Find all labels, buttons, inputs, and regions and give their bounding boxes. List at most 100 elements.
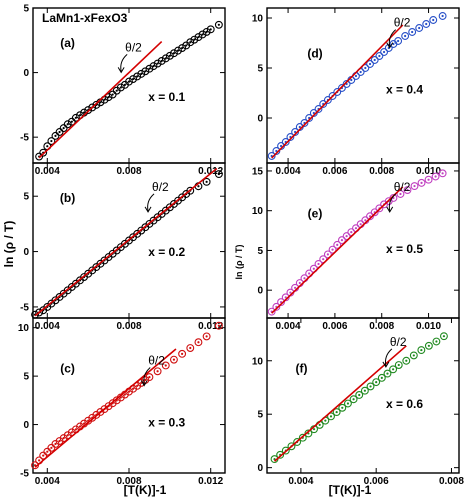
data-point-center	[273, 458, 276, 461]
x-tick-label: 0.004	[288, 476, 313, 487]
fit-line	[271, 186, 404, 314]
data-point	[276, 450, 285, 459]
data-point	[39, 148, 48, 157]
chart-panel: 0.004 0.008 0.012 -5 0 5 θ/2 (a) x = 0.1	[20, 4, 226, 177]
data-point-center	[397, 363, 400, 367]
chart-panel: 0.004 0.008 0.012 -5 0 5 θ/2 (b) x = 0.2	[20, 162, 226, 332]
data-point	[149, 62, 158, 71]
data-point	[424, 175, 433, 184]
data-point	[298, 433, 307, 442]
data-point	[355, 391, 364, 399]
data-point	[394, 361, 403, 369]
data-point	[214, 170, 223, 179]
data-point-center	[434, 175, 437, 178]
data-point	[281, 138, 290, 146]
data-point-center	[62, 437, 65, 440]
data-point	[438, 12, 447, 20]
composition-label: x = 0.3	[148, 416, 185, 430]
data-point	[272, 147, 281, 155]
data-point	[104, 93, 113, 102]
data-point-center	[78, 114, 82, 117]
x-tick-label: 0.004	[276, 166, 301, 177]
data-point	[287, 442, 296, 451]
data-point-center	[46, 145, 49, 148]
y-tick-label: 0	[23, 247, 29, 258]
fit-line	[34, 167, 218, 317]
data-point-center	[293, 286, 297, 289]
data-point-center	[364, 219, 367, 222]
y-tick-label: 5	[257, 246, 263, 257]
data-point-center	[54, 442, 57, 446]
data-point-center	[46, 450, 49, 453]
x-tick-label: 0.008	[116, 166, 141, 177]
y-tick-label: 5	[23, 192, 29, 203]
data-point-center	[324, 419, 327, 422]
data-point	[190, 35, 199, 44]
data-point	[174, 46, 182, 55]
y-tick-label: 0	[257, 114, 263, 125]
data-point-center	[279, 144, 283, 148]
data-point-center	[209, 28, 212, 31]
data-point-center	[115, 89, 118, 92]
data-point	[186, 38, 195, 47]
data-point	[137, 69, 146, 78]
x-tick-label: 0.008	[369, 321, 394, 332]
panel-letter: (e)	[308, 206, 323, 220]
data-point-center	[399, 192, 402, 196]
data-point-center	[70, 431, 73, 434]
data-point-center	[341, 406, 344, 409]
data-point-center	[136, 75, 139, 78]
data-point	[194, 338, 203, 347]
data-point	[198, 30, 207, 39]
theta-arrow	[143, 367, 151, 385]
data-point	[304, 429, 313, 438]
data-point-center	[131, 387, 135, 390]
theta-annotation: θ/2	[148, 354, 165, 368]
data-point-center	[335, 410, 338, 414]
y-tick-label: 0	[257, 463, 263, 474]
data-point-center	[205, 335, 208, 338]
data-point	[394, 37, 403, 45]
data-point	[116, 83, 125, 92]
data-point	[389, 365, 398, 374]
data-point-center	[127, 80, 131, 83]
data-point-center	[358, 393, 361, 397]
data-point	[438, 169, 447, 178]
data-point-center	[160, 59, 163, 63]
data-point-center	[78, 425, 82, 428]
data-point-center	[185, 44, 188, 47]
y-tick-label: 5	[23, 4, 29, 15]
data-point-center	[354, 74, 358, 78]
data-point	[145, 64, 154, 73]
data-point-center	[392, 368, 395, 371]
x-axis-title-right: [T(K)]-1	[329, 483, 372, 497]
x-tick-label: 0.004	[35, 166, 60, 177]
data-point-center	[140, 72, 143, 75]
y-tick-label: 5	[257, 64, 263, 75]
data-point	[305, 114, 314, 122]
data-point-center	[66, 123, 69, 126]
data-point-center	[217, 324, 220, 327]
y-tick-label: 10	[252, 14, 264, 25]
data-point-center	[164, 364, 167, 367]
panel-letter: (b)	[60, 191, 75, 205]
theta-arrowhead	[386, 206, 394, 213]
data-point-center	[136, 384, 139, 387]
data-point-center	[119, 396, 122, 399]
fit-line	[271, 24, 404, 159]
panel-letter: (d)	[307, 47, 322, 61]
data-point-center	[331, 248, 334, 251]
data-point-center	[197, 341, 200, 344]
data-point	[202, 27, 211, 36]
data-point-center	[354, 227, 358, 230]
data-point-center	[435, 340, 438, 343]
data-point-center	[189, 41, 192, 44]
data-point-center	[425, 22, 428, 26]
data-point-center	[432, 18, 435, 22]
data-point	[161, 361, 170, 370]
data-point-center	[172, 52, 176, 55]
data-point-center	[148, 375, 151, 379]
data-point-center	[413, 184, 416, 188]
theta-arrowhead	[386, 42, 394, 49]
y-tick-label: -5	[20, 302, 29, 313]
